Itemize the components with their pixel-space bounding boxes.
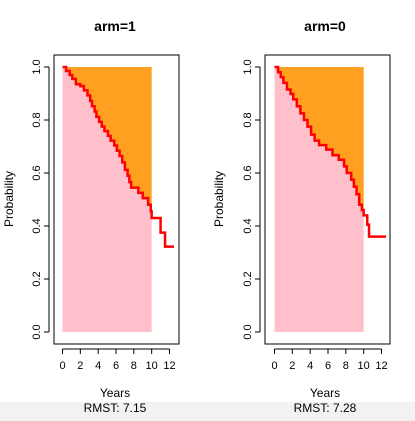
x-tick-label: 0 [271,360,277,372]
y-tick-label: 0.0 [242,324,254,339]
x-tick-label: 12 [375,360,387,372]
y-axis-label: Probability [2,171,16,227]
x-tick-label: 6 [113,360,119,372]
plot-marks: 0 2 4 6 8 10 12 0.0 0.2 0.4 0.6 0.8 1.0 [31,54,180,372]
x-tick-label: 6 [325,360,331,372]
survival-curve [274,65,386,238]
x-tick-label: 4 [95,360,101,372]
x-axis-label: Years [100,386,130,400]
x-axis-label: Years [310,386,340,400]
y-tick-label: 0.8 [242,112,254,127]
y-tick-label: 0.6 [242,165,254,180]
x-tick-label: 2 [77,360,83,372]
y-tick-label: 1.0 [31,59,43,74]
plot-frame [264,54,391,345]
area-under-curve [62,67,152,332]
x-tick-label: 10 [146,360,158,372]
y-tick-label: 0.8 [31,112,43,127]
y-tick-label: 0.4 [31,218,43,233]
plot-marks: 0 2 4 6 8 10 12 0.0 0.2 0.4 0.6 0.8 1.0 [242,54,391,372]
chart-title: arm=1 [94,18,136,34]
survival-curve [62,65,174,248]
y-tick-label: 0.6 [31,165,43,180]
x-tick-label: 10 [358,360,370,372]
x-tick-label: 8 [343,360,349,372]
y-tick-label: 0.4 [242,218,254,233]
x-tick-label: 12 [163,360,175,372]
y-tick-label: 0.2 [242,271,254,286]
bottom-strip [0,402,415,421]
x-tick-label: 8 [131,360,137,372]
y-tick-label: 0.0 [31,324,43,339]
plot-frame [53,54,180,345]
x-tick-label: 2 [289,360,295,372]
y-tick-label: 1.0 [242,59,254,74]
rmst-footer: RMST: 7.15 [84,401,147,415]
area-under-curve [274,67,364,332]
x-tick-label: 4 [307,360,313,372]
y-tick-label: 0.2 [31,271,43,286]
y-axis-label: Probability [212,171,226,227]
x-tick-label: 0 [59,360,65,372]
chart-title: arm=0 [304,18,346,34]
rmst-footer: RMST: 7.28 [294,401,357,415]
